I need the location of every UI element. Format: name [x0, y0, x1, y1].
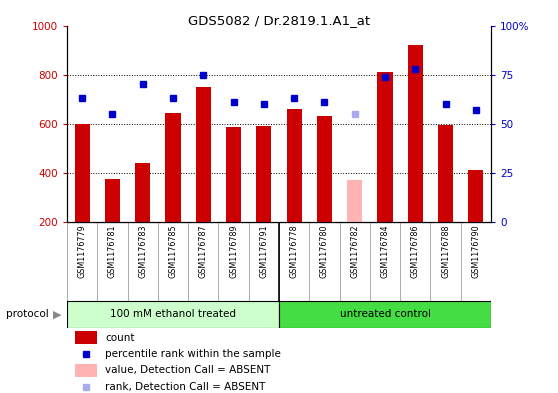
- Text: GSM1176785: GSM1176785: [169, 224, 177, 278]
- Bar: [105, 179, 120, 222]
- Text: rank, Detection Call = ABSENT: rank, Detection Call = ABSENT: [105, 382, 266, 392]
- Text: untreated control: untreated control: [339, 309, 431, 320]
- Bar: [226, 127, 241, 222]
- Text: GSM1176787: GSM1176787: [199, 224, 208, 278]
- Text: GSM1176784: GSM1176784: [381, 224, 389, 278]
- Bar: [165, 113, 181, 222]
- Bar: [287, 109, 302, 222]
- Text: GSM1176786: GSM1176786: [411, 224, 420, 278]
- Bar: [196, 87, 211, 222]
- Text: GSM1176783: GSM1176783: [138, 224, 147, 278]
- Bar: [67, 301, 279, 328]
- Text: GSM1176788: GSM1176788: [441, 224, 450, 278]
- Bar: [347, 180, 362, 222]
- Bar: [468, 171, 483, 222]
- Bar: [279, 301, 491, 328]
- Text: GSM1176789: GSM1176789: [229, 224, 238, 278]
- Text: GDS5082 / Dr.2819.1.A1_at: GDS5082 / Dr.2819.1.A1_at: [188, 14, 370, 27]
- Text: ▶: ▶: [53, 309, 61, 320]
- Bar: [75, 124, 90, 222]
- Text: GSM1176778: GSM1176778: [290, 224, 299, 278]
- Bar: [377, 72, 393, 222]
- Text: GSM1176780: GSM1176780: [320, 224, 329, 278]
- Text: GSM1176790: GSM1176790: [472, 224, 480, 278]
- Bar: [408, 45, 423, 222]
- Text: percentile rank within the sample: percentile rank within the sample: [105, 349, 281, 359]
- Text: count: count: [105, 332, 134, 343]
- Bar: [135, 163, 150, 222]
- Bar: [75, 364, 97, 376]
- Text: 100 mM ethanol treated: 100 mM ethanol treated: [110, 309, 236, 320]
- Text: GSM1176779: GSM1176779: [78, 224, 86, 278]
- Bar: [317, 116, 332, 222]
- Text: GSM1176782: GSM1176782: [350, 224, 359, 278]
- Text: GSM1176791: GSM1176791: [259, 224, 268, 278]
- Bar: [438, 125, 453, 222]
- Text: protocol: protocol: [6, 309, 49, 320]
- Text: value, Detection Call = ABSENT: value, Detection Call = ABSENT: [105, 365, 271, 375]
- Bar: [75, 331, 97, 344]
- Text: GSM1176781: GSM1176781: [108, 224, 117, 278]
- Bar: [256, 126, 271, 222]
